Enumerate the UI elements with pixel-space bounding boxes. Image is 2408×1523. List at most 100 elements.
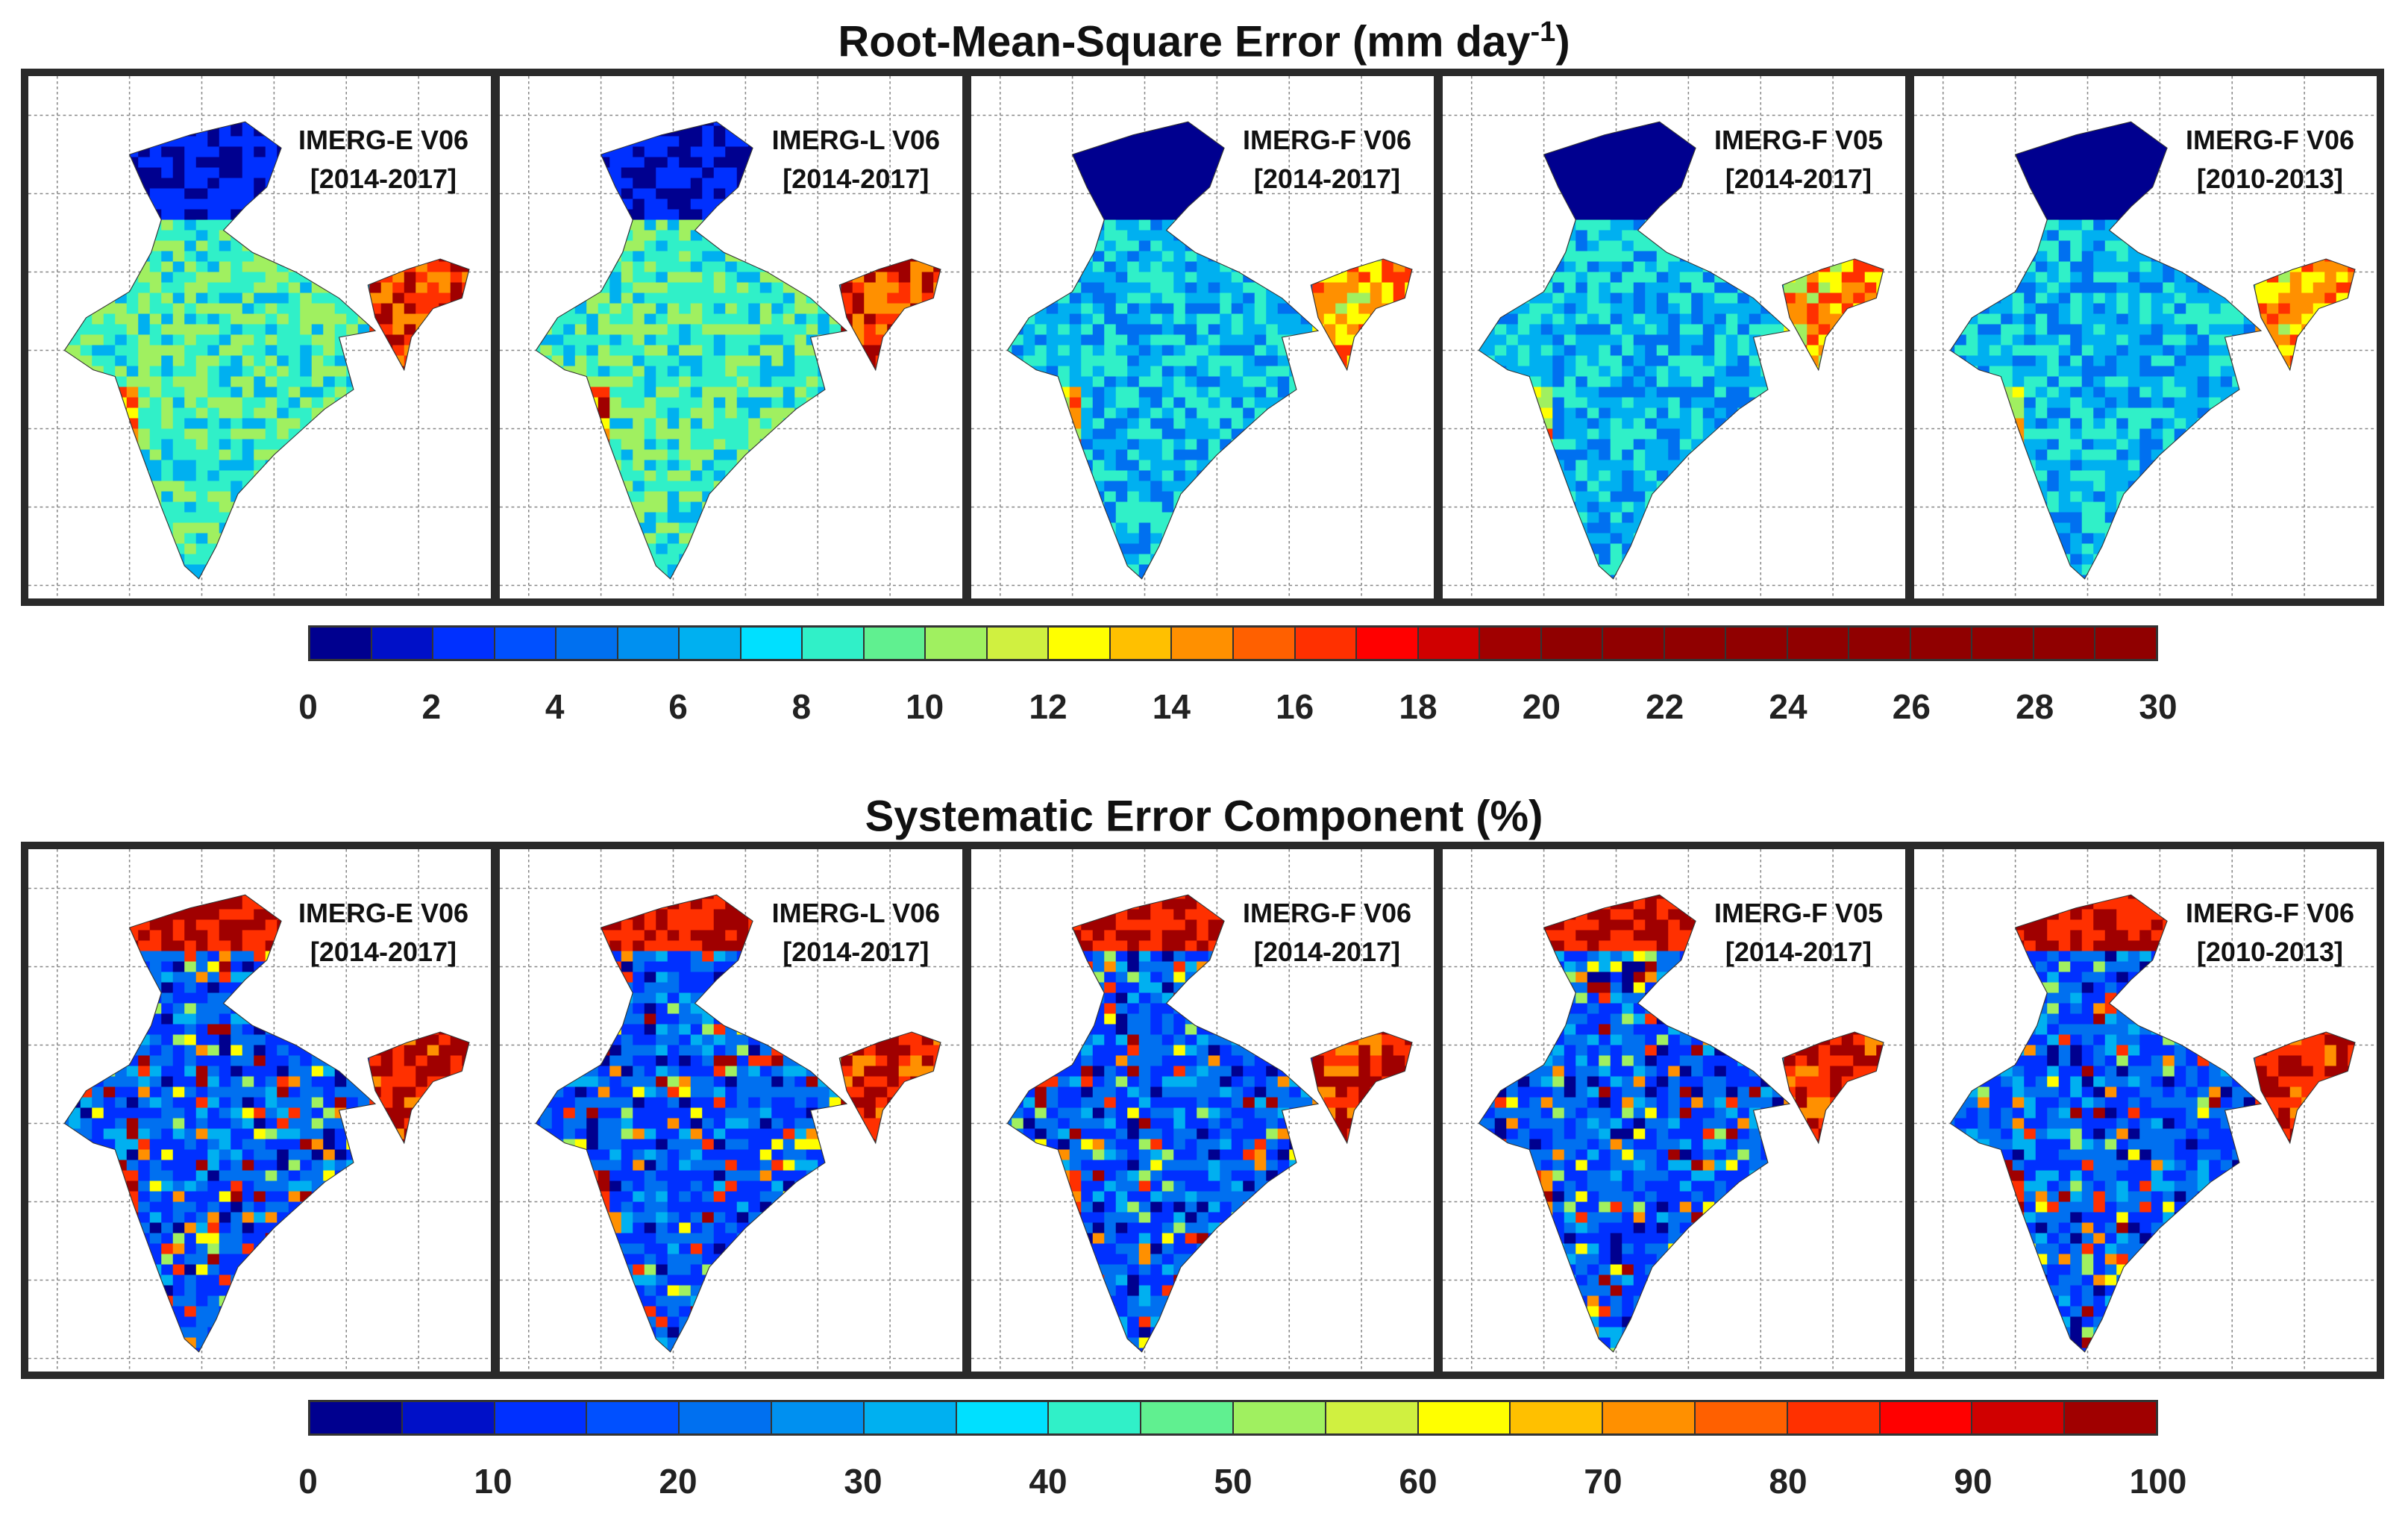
colorbar-segment — [495, 1402, 588, 1433]
systematic-error-map-panels: IMERG-E V06 [2014-2017] IMERG-L V06 [2014-… — [21, 842, 2384, 1379]
india-northeast-outline — [2253, 258, 2356, 372]
colorbar-tick-label: 10 — [906, 687, 944, 726]
colorbar-segment — [1418, 628, 1481, 659]
systematic-error-colorbar — [308, 1400, 2158, 1436]
product-label: IMERG-F V05 — [1713, 125, 1883, 155]
panel-label: IMERG-F V06 [2014-2017] — [1243, 121, 1411, 198]
colorbar-segment — [402, 1402, 495, 1433]
colorbar-segment — [618, 628, 680, 659]
map-canvas — [971, 849, 1434, 1372]
india-mainland-outline — [535, 121, 848, 580]
colorbar-segment — [1110, 628, 1173, 659]
rmse-map-panel: IMERG-E V06 [2014-2017] — [28, 76, 491, 598]
colorbar-segment — [433, 628, 495, 659]
systematic-error-map-panel: IMERG-F V05 [2014-2017] — [1443, 849, 1905, 1372]
india-northeast-outline — [1310, 1031, 1413, 1145]
colorbar-segment — [1049, 1402, 1142, 1433]
colorbar-segment — [864, 628, 926, 659]
colorbar-tick-label: 100 — [2129, 1462, 2187, 1501]
systematic-error-title: Systematic Error Component (%) — [865, 792, 1543, 841]
india-northeast-outline — [367, 1031, 470, 1145]
colorbar-segment — [2065, 1402, 2156, 1433]
colorbar-tick-label: 16 — [1276, 687, 1314, 726]
colorbar-tick-label: 20 — [659, 1462, 697, 1501]
india-northeast-outline — [1310, 258, 1413, 372]
colorbar-segment — [741, 628, 803, 659]
india-mainland-outline — [1949, 894, 2263, 1353]
colorbar-tick-label: 0 — [298, 687, 318, 726]
panel-label: IMERG-F V05 [2014-2017] — [1714, 121, 1883, 198]
colorbar-segment — [864, 1402, 957, 1433]
colorbar-segment — [680, 628, 741, 659]
colorbar-tick-label: 26 — [1892, 687, 1931, 726]
rmse-map-panel: IMERG-F V06 [2014-2017] — [971, 76, 1434, 598]
colorbar-segment — [771, 1402, 865, 1433]
colorbar-segment — [1664, 628, 1727, 659]
period-label: [2010-2013] — [2196, 936, 2344, 967]
india-northeast-outline — [838, 258, 941, 372]
colorbar-segment — [587, 1402, 680, 1433]
rmse-colorbar-ticks: 0 2 4 6 8 10 12 14 16 18 20 22 24 26 28 30 — [298, 687, 2177, 731]
rmse-colorbar — [308, 625, 2158, 661]
colorbar-tick-label: 22 — [1646, 687, 1684, 726]
period-label: [2010-2013] — [2196, 163, 2344, 194]
colorbar-segment — [926, 628, 988, 659]
colorbar-segment — [956, 1402, 1050, 1433]
colorbar-segment — [1295, 628, 1358, 659]
rmse-map-panel: IMERG-F V05 [2014-2017] — [1443, 76, 1905, 598]
colorbar-segment — [1849, 628, 1911, 659]
panel-label: IMERG-F V06 [2010-2013] — [2186, 894, 2354, 972]
colorbar-segment — [1480, 628, 1542, 659]
period-label: [2014-2017] — [1253, 936, 1401, 967]
period-label: [2014-2017] — [1725, 936, 1872, 967]
colorbar-tick-label: 20 — [1522, 687, 1561, 726]
colorbar-tick-label: 14 — [1152, 687, 1191, 726]
systematic-error-colorbar-ticks: 0 10 20 30 40 50 60 70 80 90 100 — [298, 1461, 2186, 1506]
colorbar-segment — [1233, 628, 1296, 659]
map-canvas — [1443, 76, 1905, 598]
colorbar-segment — [1233, 1402, 1326, 1433]
colorbar-segment — [1511, 1402, 1604, 1433]
india-mainland-outline — [63, 121, 377, 580]
colorbar-tick-label: 24 — [1769, 687, 1807, 726]
india-mainland-outline — [1478, 121, 1791, 580]
period-label: [2014-2017] — [1253, 163, 1401, 194]
india-mainland-outline — [1006, 121, 1320, 580]
product-label: IMERG-E V06 — [298, 125, 468, 155]
panel-label: IMERG-F V06 [2014-2017] — [1243, 894, 1411, 972]
systematic-error-map-panel: IMERG-L V06 [2014-2017] — [500, 849, 962, 1372]
panel-label: IMERG-F V05 [2014-2017] — [1714, 894, 1883, 972]
colorbar-segment — [1603, 1402, 1696, 1433]
map-canvas — [971, 76, 1434, 598]
colorbar-segment — [1603, 628, 1665, 659]
colorbar-tick-label: 90 — [1954, 1462, 1992, 1501]
colorbar-segment — [1972, 1402, 2066, 1433]
map-canvas — [28, 849, 491, 1372]
colorbar-tick-label: 28 — [2016, 687, 2054, 726]
colorbar-tick-label: 40 — [1029, 1462, 1067, 1501]
product-label: IMERG-E V06 — [298, 898, 468, 928]
rmse-map-panel: IMERG-F V06 [2010-2013] — [1914, 76, 2377, 598]
colorbar-segment — [1972, 628, 2034, 659]
colorbar-segment — [1541, 628, 1604, 659]
map-canvas — [500, 849, 962, 1372]
colorbar-segment — [2095, 628, 2156, 659]
india-northeast-outline — [367, 258, 470, 372]
map-canvas — [1443, 849, 1905, 1372]
india-northeast-outline — [1781, 1031, 1884, 1145]
colorbar-tick-label: 18 — [1399, 687, 1437, 726]
colorbar-tick-label: 70 — [1584, 1462, 1622, 1501]
product-label: IMERG-F V06 — [2185, 898, 2354, 928]
colorbar-tick-label: 50 — [1214, 1462, 1252, 1501]
india-northeast-outline — [838, 1031, 941, 1145]
india-mainland-outline — [63, 894, 377, 1353]
panel-label: IMERG-E V06 [2014-2017] — [298, 121, 468, 198]
colorbar-tick-label: 8 — [791, 687, 812, 726]
colorbar-segment — [1172, 628, 1234, 659]
panel-label: IMERG-F V06 [2010-2013] — [2186, 121, 2354, 198]
colorbar-segment — [2034, 628, 2096, 659]
colorbar-segment — [1049, 628, 1111, 659]
period-label: [2014-2017] — [783, 936, 929, 967]
colorbar-segment — [1357, 628, 1419, 659]
period-label: [2014-2017] — [310, 163, 457, 194]
